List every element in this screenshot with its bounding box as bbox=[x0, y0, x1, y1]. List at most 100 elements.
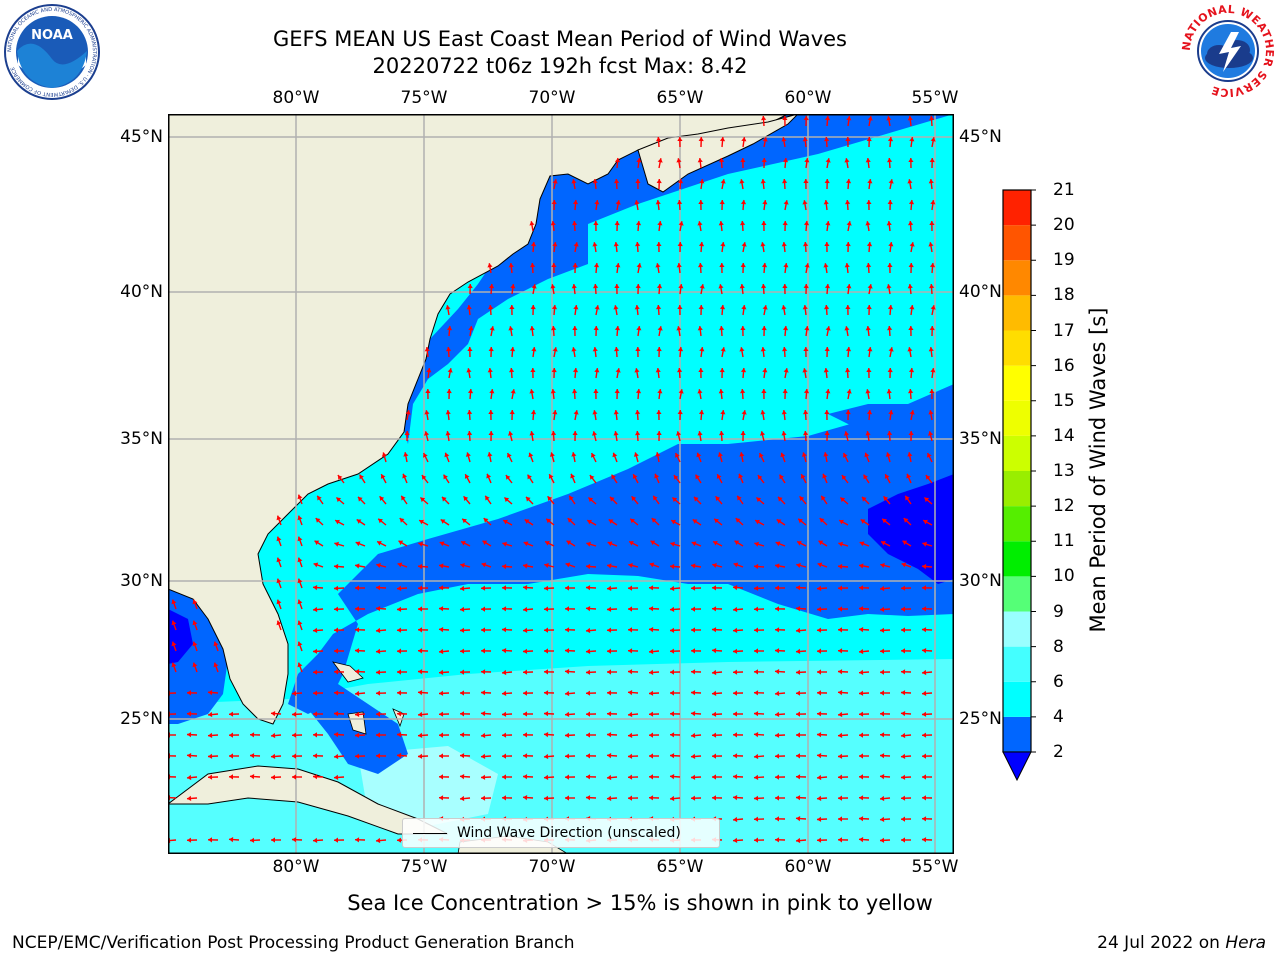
wave-direction-arrowhead bbox=[887, 431, 893, 436]
wave-direction-arrowhead bbox=[866, 368, 872, 372]
wave-direction-arrowhead bbox=[712, 563, 717, 568]
wave-direction-arrowhead bbox=[656, 242, 662, 246]
wave-direction-arrow bbox=[168, 796, 177, 799]
wave-direction-arrowhead bbox=[530, 242, 537, 247]
colorbar-label: 10 bbox=[1053, 566, 1075, 587]
wave-direction-arrowhead bbox=[929, 158, 935, 163]
wave-direction-arrowhead bbox=[635, 410, 641, 415]
wave-direction-arrowhead bbox=[654, 473, 660, 479]
wave-direction-arrowhead bbox=[922, 837, 927, 843]
wave-direction-arrowhead bbox=[676, 431, 682, 436]
wave-direction-arrowhead bbox=[888, 179, 894, 184]
wave-direction-arrowhead bbox=[691, 585, 696, 591]
wave-direction-arrowhead bbox=[782, 116, 788, 120]
wave-direction-arrowhead bbox=[887, 326, 893, 331]
wave-direction-arrowhead bbox=[817, 816, 822, 822]
wave-direction-arrowhead bbox=[421, 475, 427, 480]
wave-direction-arrowhead bbox=[460, 627, 465, 633]
wave-direction-arrowhead bbox=[887, 137, 894, 142]
wave-direction-arrowhead bbox=[397, 753, 402, 759]
wave-direction-arrowhead bbox=[698, 137, 704, 142]
wave-direction-arrowhead bbox=[376, 711, 380, 717]
wave-direction-arrowhead bbox=[481, 648, 485, 654]
wave-direction-arrowhead bbox=[930, 200, 936, 205]
wave-direction-arrowhead bbox=[845, 305, 851, 309]
wave-direction-arrowhead bbox=[531, 347, 537, 352]
wave-direction-arrowhead bbox=[866, 410, 873, 415]
colorbar-title: Mean Period of Wind Waves [s] bbox=[1086, 307, 1110, 633]
wave-direction-arrowhead bbox=[817, 732, 822, 738]
wave-direction-arrowhead bbox=[803, 179, 809, 183]
wave-direction-arrowhead bbox=[733, 837, 738, 843]
lon-tick-top-80w: 80°W bbox=[272, 88, 320, 108]
wave-direction-arrowhead bbox=[719, 263, 725, 267]
wave-direction-arrowhead bbox=[334, 774, 339, 780]
wave-direction-arrowhead bbox=[508, 263, 514, 268]
lon-tick-top-55w: 55°W bbox=[911, 88, 959, 108]
wave-direction-arrowhead bbox=[594, 200, 600, 205]
wave-direction-arrowhead bbox=[908, 368, 915, 373]
wave-direction-arrowhead bbox=[634, 305, 640, 310]
colorbar-segment bbox=[1003, 646, 1031, 682]
wave-direction-arrowhead bbox=[698, 368, 704, 372]
wave-direction-arrowhead bbox=[740, 368, 747, 373]
wave-direction-arrowhead bbox=[653, 495, 658, 501]
wave-direction-arrowhead bbox=[817, 690, 821, 696]
wave-direction-arrowhead bbox=[864, 452, 870, 458]
wave-direction-arrowhead bbox=[901, 648, 905, 654]
wave-direction-arrowhead bbox=[565, 711, 570, 717]
wave-direction-arrowhead bbox=[481, 585, 486, 591]
wave-direction-arrowhead bbox=[819, 518, 825, 523]
wave-direction-arrowhead bbox=[755, 519, 760, 525]
wave-direction-arrowhead bbox=[276, 536, 282, 542]
wave-direction-arrowhead bbox=[887, 305, 894, 310]
wave-direction-arrowhead bbox=[334, 732, 339, 738]
wave-direction-arrowhead bbox=[803, 242, 809, 247]
chart-title: GEFS MEAN US East Coast Mean Period of W… bbox=[273, 27, 847, 51]
wave-direction-arrowhead bbox=[607, 541, 613, 547]
colorbar-segment bbox=[1003, 330, 1031, 366]
wave-direction-arrowhead bbox=[467, 347, 473, 351]
wave-direction-arrowhead bbox=[754, 541, 759, 547]
wave-direction-arrowhead bbox=[762, 200, 768, 205]
wave-direction-arrowhead bbox=[905, 495, 910, 501]
wave-direction-arrowhead bbox=[481, 795, 486, 801]
wave-direction-arrowhead bbox=[802, 200, 808, 205]
wave-direction-arrowhead bbox=[733, 627, 738, 633]
wave-direction-arrowhead bbox=[488, 284, 495, 289]
wave-direction-arrowhead bbox=[613, 242, 619, 247]
wave-direction-arrowhead bbox=[824, 242, 830, 246]
wave-direction-arrowhead bbox=[439, 648, 444, 655]
wave-direction-arrowhead bbox=[586, 753, 590, 759]
lon-tick-bottom-75w: 75°W bbox=[400, 857, 448, 877]
wave-direction-arrowhead bbox=[192, 662, 198, 668]
wave-direction-arrowhead bbox=[733, 732, 737, 738]
wave-direction-arrowhead bbox=[628, 627, 632, 633]
wave-direction-arrowhead bbox=[481, 606, 485, 612]
wave-direction-arrowhead bbox=[781, 242, 787, 247]
wave-direction-arrowhead bbox=[712, 648, 717, 654]
wave-direction-arrowhead bbox=[628, 732, 633, 738]
wave-direction-arrowhead bbox=[922, 627, 927, 633]
lat-tick-left-40n: 40°N bbox=[120, 282, 163, 302]
wave-direction-arrowhead bbox=[735, 518, 741, 523]
colorbar-segment bbox=[1003, 506, 1031, 542]
lat-tick-right-35n: 35°N bbox=[959, 429, 1002, 449]
wave-direction-arrowhead bbox=[698, 410, 705, 415]
wave-direction-arrowhead bbox=[754, 669, 758, 675]
legend-label: Wind Wave Direction (unscaled) bbox=[457, 825, 681, 841]
wave-direction-arrowhead bbox=[488, 347, 494, 352]
wave-direction-arrowhead bbox=[719, 431, 725, 436]
wave-direction-arrowhead bbox=[607, 606, 612, 612]
wave-direction-arrowhead bbox=[635, 242, 641, 247]
wave-direction-arrowhead bbox=[530, 410, 537, 415]
wave-direction-arrowhead bbox=[759, 453, 764, 458]
wave-direction-arrowhead bbox=[586, 585, 591, 591]
wave-direction-arrowhead bbox=[586, 669, 591, 675]
wave-direction-arrowhead bbox=[419, 519, 424, 525]
wave-direction-arrowhead bbox=[586, 774, 591, 780]
wave-direction-arrowhead bbox=[292, 837, 297, 843]
wave-direction-arrowhead bbox=[292, 732, 297, 738]
wave-direction-arrowhead bbox=[796, 648, 801, 654]
wave-direction-arrowhead bbox=[782, 347, 788, 352]
